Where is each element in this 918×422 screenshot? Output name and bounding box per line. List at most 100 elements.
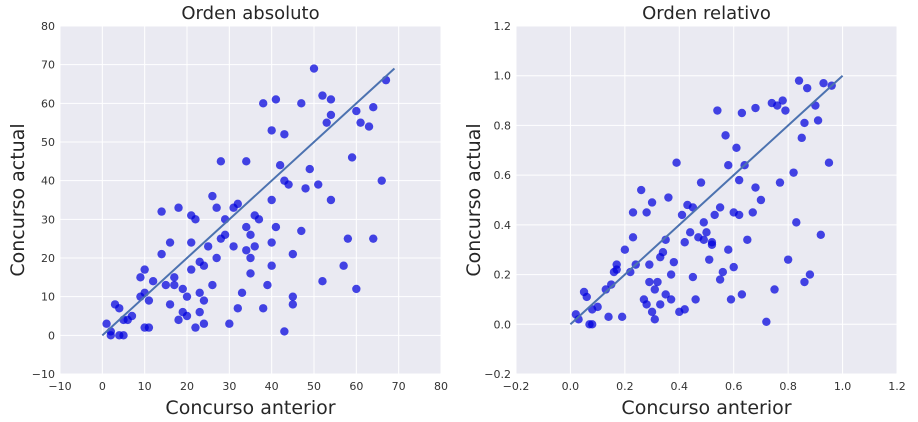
data-point — [208, 280, 217, 290]
data-point — [326, 195, 336, 205]
data-point — [800, 118, 809, 128]
data-point — [161, 280, 171, 290]
data-point — [157, 207, 166, 216]
data-point — [699, 235, 708, 244]
x-tick-label: 0.4 — [671, 380, 689, 393]
data-point — [734, 210, 744, 220]
data-point — [233, 199, 242, 209]
data-point — [770, 285, 779, 294]
data-points — [102, 64, 391, 340]
data-point — [645, 277, 654, 287]
data-point — [805, 270, 815, 279]
data-point — [170, 273, 179, 282]
data-point — [775, 178, 785, 187]
data-point — [144, 296, 154, 305]
data-point — [789, 168, 798, 177]
data-point — [666, 270, 676, 279]
y-tick-label: 10 — [41, 291, 55, 304]
data-point — [582, 292, 591, 302]
data-point — [165, 300, 175, 309]
data-point — [658, 248, 668, 257]
data-point — [233, 304, 242, 313]
data-point — [237, 288, 247, 297]
chart-title: Orden absoluto — [181, 3, 319, 24]
data-point — [178, 284, 187, 294]
data-point — [685, 228, 695, 237]
data-point — [718, 267, 728, 277]
data-point — [369, 234, 378, 243]
data-point — [702, 228, 711, 237]
data-point — [212, 203, 221, 212]
data-point — [647, 307, 657, 317]
x-tick-label: 10 — [138, 380, 152, 393]
data-point — [259, 99, 268, 108]
data-point — [187, 265, 196, 274]
data-point — [267, 261, 276, 270]
data-point — [669, 257, 679, 267]
data-point — [318, 91, 327, 100]
x-tick-label: 40 — [265, 380, 279, 393]
data-point — [666, 295, 676, 304]
data-point — [280, 327, 289, 336]
data-point — [216, 157, 226, 166]
x-tick-label: 50 — [307, 380, 321, 393]
y-tick-label: 0.6 — [494, 169, 512, 182]
data-point — [588, 320, 597, 329]
data-point — [737, 290, 747, 299]
y-tick-label: 30 — [41, 213, 55, 226]
data-point — [688, 272, 698, 282]
data-point — [691, 295, 700, 304]
chart-orden-relativo: −0.2 0.0 0.2 0.4 0.6 0.8 1.0 1.2 −0.2 0.0 0.2 0.4 0… — [463, 3, 906, 419]
x-tick-label: −0.2 — [503, 380, 530, 393]
data-point — [288, 300, 298, 309]
data-point — [726, 295, 736, 304]
x-tick-labels: −10 0 10 20 30 40 50 60 70 80 — [48, 380, 448, 393]
data-point — [326, 95, 336, 104]
data-point — [729, 262, 738, 272]
y-tick-label: 60 — [41, 97, 55, 110]
data-point — [144, 323, 154, 332]
y-tick-label: 20 — [41, 252, 55, 265]
x-tick-label: 0.8 — [779, 380, 797, 393]
data-point — [604, 312, 613, 322]
data-point — [165, 238, 175, 247]
data-point — [647, 198, 657, 207]
x-tick-label: 80 — [434, 380, 448, 393]
data-point — [628, 208, 638, 217]
data-point — [203, 242, 213, 251]
data-point — [696, 178, 706, 187]
y-tick-label: 0 — [48, 329, 55, 342]
data-point — [802, 83, 812, 93]
data-point — [713, 106, 722, 115]
data-point — [127, 311, 137, 321]
data-point — [326, 110, 336, 120]
gridlines — [515, 25, 898, 375]
y-tick-label: −10 — [32, 368, 55, 381]
data-point — [819, 78, 828, 88]
x-tick-label: −10 — [48, 380, 71, 393]
data-point — [816, 230, 825, 239]
data-point — [182, 292, 192, 301]
y-axis-label: Concurso actual — [463, 123, 485, 276]
data-point — [174, 203, 183, 212]
data-point — [225, 319, 234, 328]
data-point — [199, 261, 209, 270]
data-point — [322, 118, 331, 127]
data-point — [275, 161, 285, 170]
data-point — [781, 106, 790, 115]
data-point — [182, 311, 192, 321]
data-point — [797, 133, 806, 143]
data-point — [170, 280, 179, 290]
data-point — [305, 164, 314, 174]
data-point — [288, 249, 298, 259]
fit-line — [569, 74, 844, 326]
x-axis-label: Concurso anterior — [165, 397, 335, 419]
data-point — [732, 143, 741, 152]
data-point — [664, 193, 673, 202]
x-tick-label: 0.0 — [562, 380, 580, 393]
data-point — [208, 191, 217, 201]
data-points — [571, 76, 836, 329]
y-tick-label: 0.4 — [494, 219, 512, 232]
data-point — [352, 106, 361, 116]
